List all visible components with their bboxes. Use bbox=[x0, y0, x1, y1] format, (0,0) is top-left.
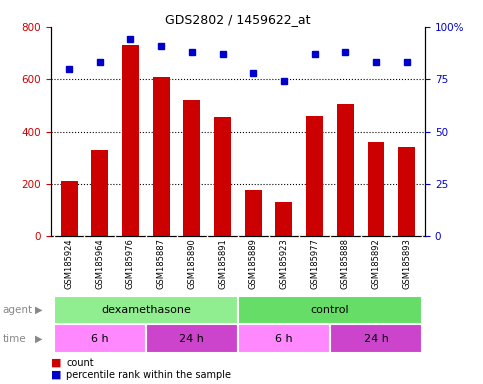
Text: GSM185890: GSM185890 bbox=[187, 238, 197, 289]
Text: GSM185923: GSM185923 bbox=[279, 238, 288, 289]
Text: 24 h: 24 h bbox=[179, 334, 204, 344]
Bar bbox=[330, 324, 422, 353]
Text: control: control bbox=[311, 305, 349, 315]
Text: GSM185887: GSM185887 bbox=[156, 238, 166, 289]
Text: GSM185891: GSM185891 bbox=[218, 238, 227, 289]
Text: percentile rank within the sample: percentile rank within the sample bbox=[66, 370, 231, 380]
Bar bbox=[153, 76, 170, 236]
Text: 6 h: 6 h bbox=[275, 334, 293, 344]
Text: time: time bbox=[2, 334, 26, 344]
Bar bbox=[238, 296, 422, 324]
Bar bbox=[275, 202, 292, 236]
Bar bbox=[368, 142, 384, 236]
Title: GDS2802 / 1459622_at: GDS2802 / 1459622_at bbox=[165, 13, 311, 26]
Text: GSM185976: GSM185976 bbox=[126, 238, 135, 289]
Bar bbox=[245, 190, 262, 236]
Text: 24 h: 24 h bbox=[364, 334, 388, 344]
Text: GSM185892: GSM185892 bbox=[371, 238, 381, 289]
Bar bbox=[91, 150, 108, 236]
Bar bbox=[398, 147, 415, 236]
Bar bbox=[238, 324, 330, 353]
Text: ■: ■ bbox=[51, 370, 61, 380]
Text: 6 h: 6 h bbox=[91, 334, 109, 344]
Text: dexamethasone: dexamethasone bbox=[101, 305, 191, 315]
Text: GSM185888: GSM185888 bbox=[341, 238, 350, 289]
Text: GSM185964: GSM185964 bbox=[95, 238, 104, 289]
Text: ▶: ▶ bbox=[35, 334, 43, 344]
Text: GSM185924: GSM185924 bbox=[65, 238, 73, 288]
Text: ■: ■ bbox=[51, 358, 61, 368]
Text: ▶: ▶ bbox=[35, 305, 43, 315]
Text: GSM185889: GSM185889 bbox=[249, 238, 258, 289]
Bar bbox=[122, 45, 139, 236]
Text: count: count bbox=[66, 358, 94, 368]
Text: GSM185893: GSM185893 bbox=[402, 238, 411, 289]
Bar bbox=[306, 116, 323, 236]
Bar bbox=[337, 104, 354, 236]
Text: GSM185977: GSM185977 bbox=[310, 238, 319, 289]
Bar bbox=[184, 100, 200, 236]
Bar bbox=[54, 296, 238, 324]
Text: agent: agent bbox=[2, 305, 32, 315]
Bar bbox=[214, 117, 231, 236]
Bar bbox=[61, 181, 78, 236]
Bar bbox=[146, 324, 238, 353]
Bar bbox=[54, 324, 146, 353]
